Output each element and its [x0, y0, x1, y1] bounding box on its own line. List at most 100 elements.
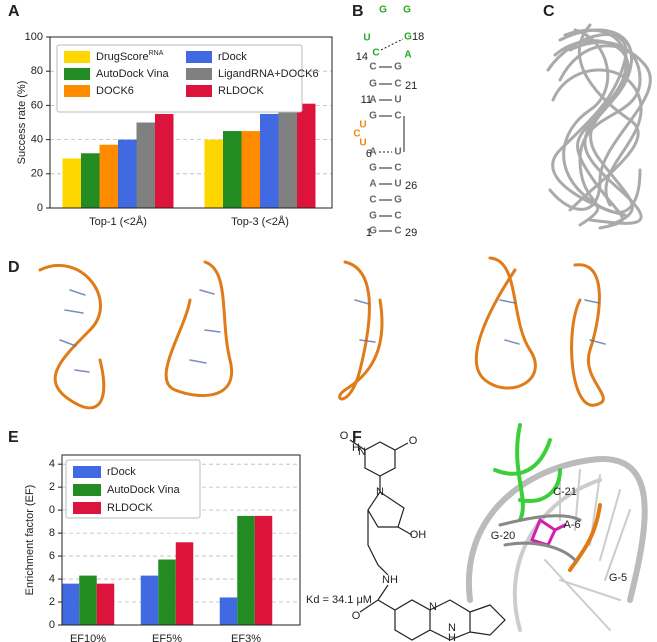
legend-name: LigandRNA+DOCK6	[218, 68, 319, 80]
legend-name: AutoDock Vina	[107, 484, 180, 496]
base: U	[394, 179, 401, 190]
base: C	[369, 62, 376, 73]
bar	[278, 108, 297, 208]
bar	[204, 139, 223, 208]
base: U	[394, 147, 401, 158]
base: A	[369, 147, 376, 158]
legend-label: AutoDock Vina	[107, 484, 180, 496]
bar	[81, 153, 100, 208]
kd-label: Kd = 34.1 μM	[306, 594, 372, 606]
base: C	[369, 195, 376, 206]
axes-frame	[49, 36, 333, 209]
legend-label: DOCK6	[96, 85, 134, 97]
legend-swatch	[73, 502, 101, 514]
residue-label: A-6	[563, 519, 580, 531]
y-tick-label: 100	[25, 31, 43, 43]
axes-frame	[61, 454, 301, 626]
base: U	[394, 95, 401, 106]
bar	[223, 131, 242, 208]
bar	[260, 113, 279, 208]
bar	[297, 103, 316, 208]
y-tick-label: 40	[31, 134, 43, 146]
bar	[96, 583, 115, 625]
residue-number: 18	[412, 31, 424, 43]
structure-images	[38, 256, 606, 410]
residue-number: 6	[366, 148, 372, 160]
y-tick-label: 2	[49, 481, 55, 493]
bar	[241, 131, 260, 208]
base: C	[394, 111, 401, 122]
residue-number: 26	[405, 180, 417, 192]
y-axis-label: Enrichment factor (EF)	[24, 485, 36, 596]
y-tick-label: 2	[49, 596, 55, 608]
legend-name: rDock	[107, 466, 136, 478]
legend-swatch	[73, 484, 101, 496]
bar	[254, 515, 273, 625]
atom-label: H	[352, 442, 360, 454]
atom-label: H	[448, 632, 456, 642]
legend-swatch	[186, 85, 212, 97]
legend-name: rDock	[218, 51, 247, 63]
bar	[118, 139, 137, 208]
binding-site-image	[465, 423, 648, 632]
panel-label: E	[8, 429, 19, 446]
bar	[158, 559, 176, 625]
atom-label: N	[448, 622, 456, 634]
x-tick-label: EF10%	[70, 633, 106, 642]
loop-base: A	[404, 50, 411, 61]
atom-label: NH	[382, 574, 398, 586]
residue-number: 29	[405, 227, 417, 239]
base: G	[369, 211, 377, 222]
y-tick-label: 6	[49, 550, 55, 562]
legend-superscript: RNA	[149, 50, 164, 57]
panel-label: D	[8, 259, 20, 276]
legend-label: LigandRNA+DOCK6	[218, 68, 319, 80]
y-tick-label: 60	[31, 99, 43, 111]
y-tick-label: 0	[49, 504, 55, 516]
base: C	[394, 226, 401, 237]
base: G	[369, 79, 377, 90]
residue-number: 14	[356, 51, 368, 63]
base: A	[369, 95, 376, 106]
atom-label: O	[340, 430, 349, 442]
x-tick-label: EF5%	[152, 633, 182, 642]
legend-label: rDock	[107, 466, 136, 478]
y-tick-label: 4	[49, 458, 55, 470]
panel-label: B	[352, 3, 364, 20]
bar	[61, 583, 80, 625]
legend-label: DrugScoreRNA	[96, 50, 164, 63]
atom-label: N	[429, 601, 437, 613]
base: G	[369, 111, 377, 122]
legend-label: AutoDock Vina	[96, 68, 169, 80]
legend-swatch	[64, 68, 90, 80]
base: C	[394, 211, 401, 222]
atom-label: O	[409, 435, 418, 447]
y-tick-label: 4	[49, 573, 55, 585]
base: G	[404, 32, 412, 43]
bulge-base: C	[353, 129, 360, 140]
bar	[219, 597, 238, 625]
base: G	[394, 195, 402, 206]
bar	[140, 575, 159, 625]
residue-label: G-5	[609, 572, 627, 584]
bar	[62, 158, 81, 208]
atom-label: N	[358, 446, 366, 458]
base: C	[394, 79, 401, 90]
legend-swatch	[64, 85, 90, 97]
base: C	[394, 163, 401, 174]
bulge-base: U	[359, 120, 366, 131]
loop-base: G	[379, 5, 387, 16]
ensemble-image	[546, 23, 652, 230]
base: A	[369, 179, 376, 190]
residue-label: C-21	[553, 486, 577, 498]
y-tick-label: 0	[37, 202, 43, 214]
bar	[99, 144, 118, 208]
legend-name: AutoDock Vina	[96, 68, 169, 80]
y-tick-label: 80	[31, 65, 43, 77]
legend-label: RLDOCK	[107, 502, 154, 514]
y-tick-label: 8	[49, 527, 55, 539]
bar	[136, 122, 155, 208]
residue-number: 1	[366, 227, 372, 239]
residue-label: G-20	[491, 530, 515, 542]
